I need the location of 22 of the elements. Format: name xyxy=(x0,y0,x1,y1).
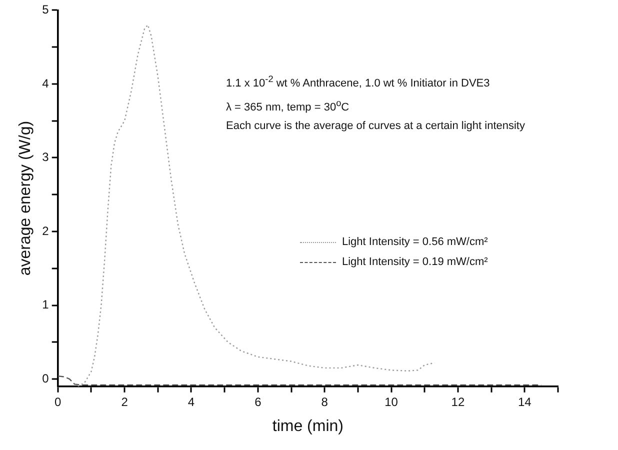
y-tick-label: 2 xyxy=(42,224,50,238)
x-tick-label: 8 xyxy=(321,394,328,409)
y-tick-label: 1 xyxy=(42,298,50,312)
x-tick-label: 14 xyxy=(518,394,532,409)
x-tick-label: 0 xyxy=(54,394,62,409)
annotation: Each curve is the average of curves at a certain light intensity xyxy=(226,119,525,134)
y-axis-title: average energy (W/g) xyxy=(17,120,34,276)
y-tick-label: 5 xyxy=(42,2,50,17)
y-tick-label: 0 xyxy=(42,371,50,386)
x-tick-label: 4 xyxy=(188,394,195,409)
legend-label: Light Intensity = 0.56 mW/cm² xyxy=(342,235,488,250)
annotation: λ = 365 nm, temp = 30$^{o}$C xyxy=(226,96,350,116)
line-series xyxy=(58,375,542,386)
x-tick-label: 10 xyxy=(384,394,398,409)
y-tick-label: 4 xyxy=(42,76,50,90)
y-tick-label: 3 xyxy=(42,150,50,164)
x-tick-label: 12 xyxy=(451,394,465,409)
annotation: 1.1 x 10$^{-2}$ wt % Anthracene, 1.0 wt % Initiator in DVE3 xyxy=(226,73,491,92)
x-tick-label: 2 xyxy=(121,394,128,409)
x-tick-label: 6 xyxy=(254,394,262,409)
x-axis-title: time (min) xyxy=(272,418,344,435)
legend-label: Light Intensity = 0.19 mW/cm² xyxy=(342,255,488,270)
